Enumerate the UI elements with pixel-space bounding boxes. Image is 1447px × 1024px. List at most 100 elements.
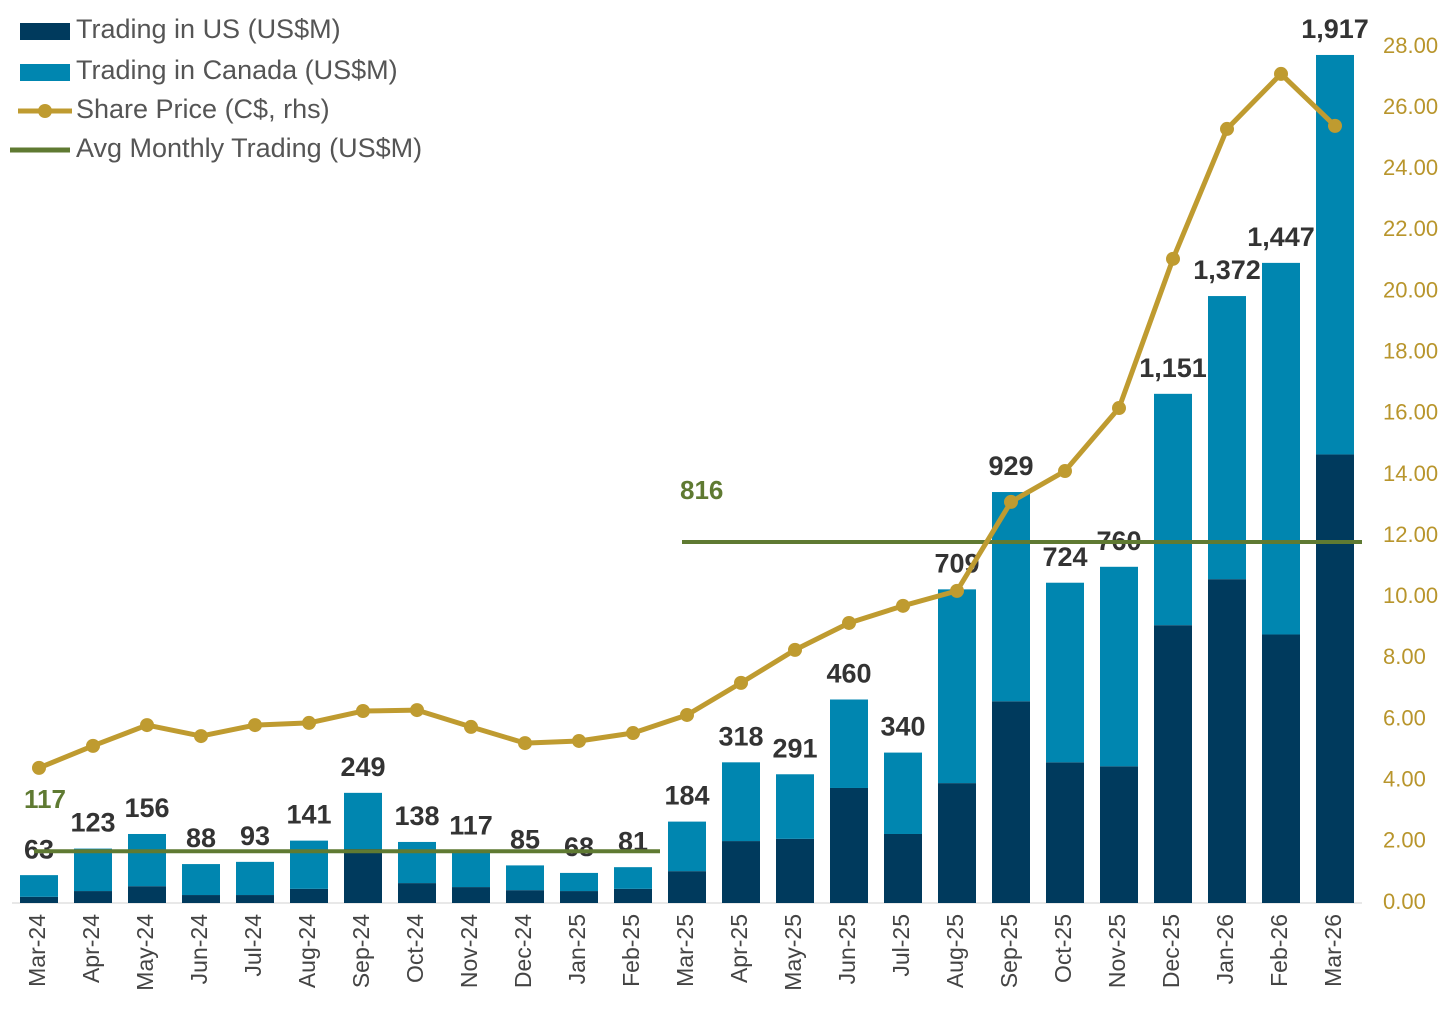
- bar: [938, 783, 976, 903]
- legend-label: Trading in Canada (US$M): [76, 55, 398, 85]
- bar: [560, 891, 598, 903]
- price-point: [86, 738, 100, 753]
- bar: [938, 589, 976, 784]
- y2-tick-label: 14.00: [1383, 461, 1438, 486]
- bar: [506, 865, 544, 891]
- total-label: 724: [1042, 542, 1087, 572]
- x-tick-label: Mar-26: [1320, 914, 1346, 987]
- y2-tick-label: 20.00: [1383, 277, 1438, 302]
- bar: [1046, 762, 1084, 903]
- y2-tick-label: 8.00: [1383, 644, 1426, 669]
- price-point: [1328, 118, 1342, 133]
- x-tick-label: May-25: [780, 914, 806, 991]
- x-tick-label: Oct-24: [402, 914, 428, 983]
- bar: [1316, 454, 1354, 903]
- total-label: 249: [340, 752, 385, 782]
- x-tick-label: Jan-25: [564, 914, 590, 984]
- legend-swatch: [20, 23, 70, 40]
- total-label: 929: [988, 451, 1033, 481]
- y2-tick-label: 28.00: [1383, 33, 1438, 58]
- bar: [290, 888, 328, 903]
- y2-tick-label: 18.00: [1383, 339, 1438, 364]
- price-point: [464, 719, 478, 734]
- x-tick-label: Sep-25: [996, 914, 1022, 988]
- price-point: [788, 642, 802, 657]
- bar: [20, 896, 58, 903]
- x-tick-label: Jan-26: [1212, 914, 1238, 984]
- price-line: [38, 71, 1337, 771]
- legend-label: Share Price (C$, rhs): [76, 94, 330, 124]
- x-tick-label: Feb-26: [1266, 914, 1292, 987]
- bar: [128, 886, 166, 903]
- price-point: [410, 703, 424, 718]
- x-tick-label: May-24: [132, 914, 158, 991]
- legend-swatch: [20, 64, 70, 81]
- bar: [452, 851, 490, 888]
- x-tick-label: Mar-25: [672, 914, 698, 987]
- bar: [1100, 566, 1138, 767]
- x-tick-label: Sep-24: [348, 914, 374, 988]
- x-tick-label: Jul-25: [888, 914, 914, 977]
- y2-tick-label: 6.00: [1383, 705, 1426, 730]
- bar: [452, 887, 490, 903]
- x-tick-label: Feb-25: [618, 914, 644, 987]
- price-point: [194, 729, 208, 744]
- bar: [344, 792, 382, 850]
- x-tick-label: Aug-25: [942, 914, 968, 988]
- bar: [560, 872, 598, 892]
- price-point: [626, 726, 640, 741]
- price-point: [518, 736, 532, 751]
- x-tick-label: Nov-24: [456, 914, 482, 988]
- total-label: 1,447: [1247, 222, 1315, 252]
- price-point: [572, 733, 586, 748]
- y2-tick-label: 0.00: [1383, 889, 1426, 914]
- bar: [290, 840, 328, 889]
- price-point: [842, 615, 856, 630]
- bar: [74, 848, 112, 892]
- bar: [884, 833, 922, 903]
- total-label: 460: [826, 659, 871, 689]
- price-point: [32, 760, 46, 775]
- bar: [1154, 625, 1192, 903]
- bar: [20, 875, 58, 897]
- price-point: [356, 704, 370, 719]
- bar: [668, 871, 706, 903]
- total-label: 117: [449, 810, 493, 840]
- y2-tick-label: 10.00: [1383, 583, 1438, 608]
- bar: [182, 864, 220, 896]
- bar: [398, 841, 436, 884]
- bar: [884, 752, 922, 834]
- total-label: 138: [394, 801, 439, 831]
- bar: [236, 861, 274, 896]
- price-point: [734, 675, 748, 690]
- bar: [398, 883, 436, 903]
- price-point: [302, 715, 316, 730]
- x-tick-label: Jul-24: [240, 914, 266, 977]
- total-label: 68: [564, 832, 594, 862]
- x-tick-label: Jun-25: [834, 914, 860, 984]
- total-label: 1,151: [1139, 353, 1207, 383]
- price-point: [248, 718, 262, 733]
- price-point: [680, 707, 694, 722]
- bar: [668, 821, 706, 872]
- y2-tick-label: 16.00: [1383, 400, 1438, 425]
- legend-label: Avg Monthly Trading (US$M): [76, 133, 422, 163]
- y2-tick-label: 24.00: [1383, 155, 1438, 180]
- y2-tick-label: 2.00: [1383, 828, 1426, 853]
- total-label: 1,917: [1301, 14, 1369, 44]
- total-label: 291: [772, 733, 817, 763]
- bar: [614, 867, 652, 889]
- x-tick-label: Apr-25: [726, 914, 752, 983]
- bar: [1208, 579, 1246, 903]
- price-point: [1058, 464, 1072, 479]
- avg-label: 816: [680, 475, 723, 505]
- legend-swatch: [38, 104, 52, 118]
- x-tick-label: Dec-24: [510, 914, 536, 988]
- y2-tick-label: 22.00: [1383, 216, 1438, 241]
- x-tick-label: Dec-25: [1158, 914, 1184, 988]
- bar: [236, 895, 274, 903]
- bar: [776, 774, 814, 839]
- y2-tick-label: 4.00: [1383, 767, 1426, 792]
- bar: [1154, 393, 1192, 626]
